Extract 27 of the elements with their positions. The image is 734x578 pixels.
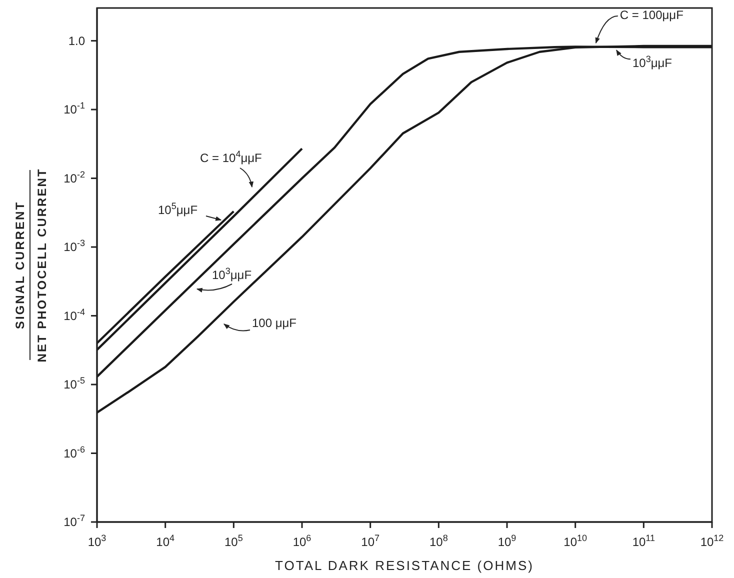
x-tick-label: 10$^{12}$ <box>700 533 724 549</box>
x-tick-label: 10$^{9}$ <box>498 533 516 549</box>
series-label: 10$^{3}$μμF <box>212 266 252 282</box>
x-tick-label: 10$^{7}$ <box>361 533 380 549</box>
x-tick-label: 10$^{4}$ <box>156 533 175 549</box>
line-series <box>97 148 304 351</box>
series-label: C = 10$^{4}$μμF <box>200 149 262 165</box>
annotation: 10$^{3}$μμF <box>632 54 672 70</box>
x-tick-label: 10$^{11}$ <box>632 533 656 549</box>
x-tick-label: 10$^{5}$ <box>224 533 243 549</box>
y-tick-label: 10$^{-3}$ <box>64 238 85 254</box>
y-tick-label: 10$^{-1}$ <box>64 100 85 117</box>
x-tick-label: 10$^{6}$ <box>292 533 312 549</box>
y-tick-label: 10$^{-5}$ <box>64 376 85 392</box>
y-tick-label: 10$^{-2}$ <box>64 169 85 186</box>
x-tick-label: 10$^{8}$ <box>429 533 448 549</box>
series-label: 10$^{5}$μμF <box>158 201 198 217</box>
y-tick-label: 10$^{-4}$ <box>64 306 85 323</box>
x-axis-title: TOTAL DARK RESISTANCE (OHMS) <box>275 558 534 573</box>
x-tick-label: 10$^{3}$ <box>88 533 106 549</box>
y-tick-label: 10$^{-7}$ <box>64 513 85 529</box>
y-axis-title: SIGNAL CURRENT NET PHOTOCELL CURRENT <box>13 168 49 362</box>
x-tick-label: 10$^{10}$ <box>564 533 588 549</box>
legend-label: 100 μμF <box>252 316 297 330</box>
y-tick-label: 1.0 <box>68 34 86 48</box>
annotation: C = 100μμF <box>620 8 684 22</box>
y-tick-label: 10$^{-6}$ <box>64 444 85 460</box>
